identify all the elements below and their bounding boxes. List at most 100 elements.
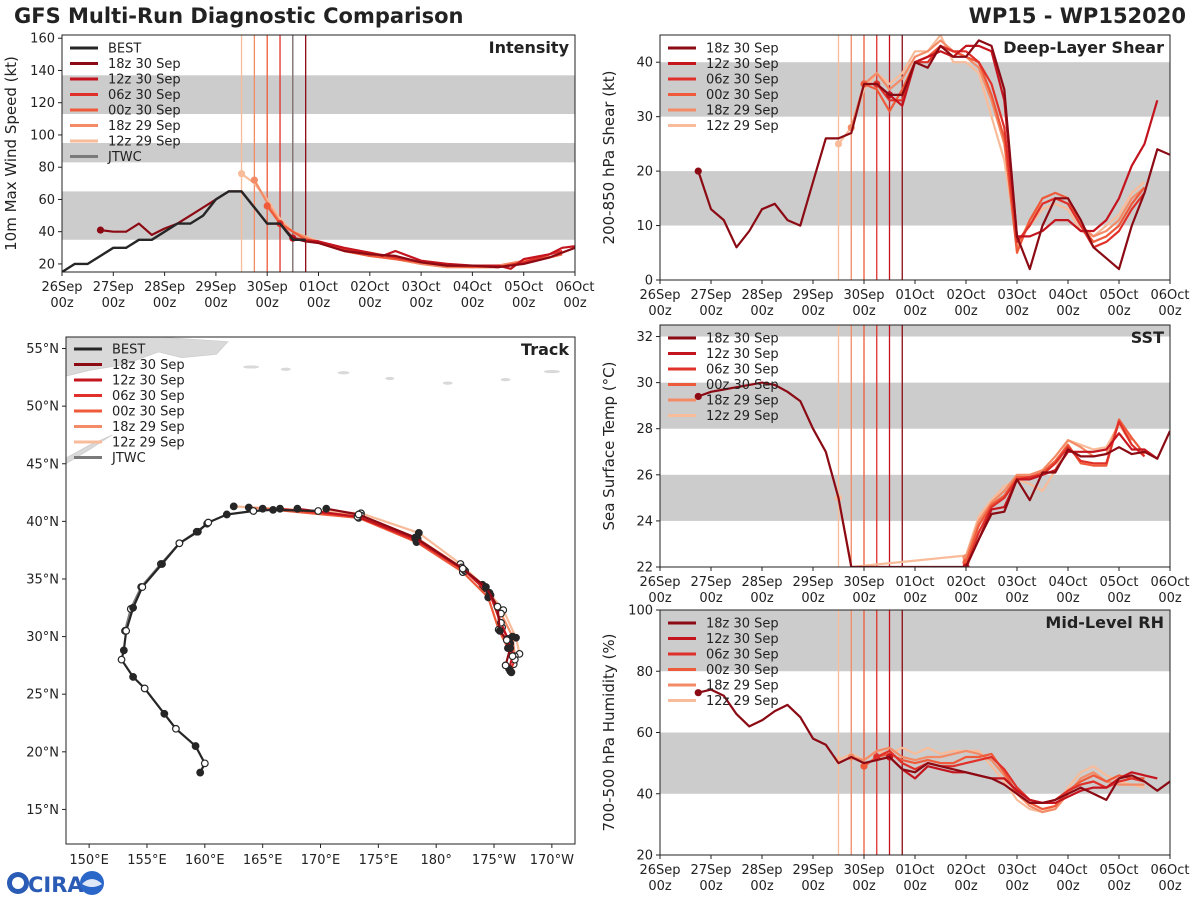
shear-xtick-label: 00z [852, 304, 876, 319]
intensity-ytick-label: 120 [30, 96, 55, 111]
track-point [502, 636, 511, 644]
island [500, 378, 511, 382]
track-point [200, 759, 209, 768]
rh-xtick-label: 00z [699, 879, 723, 894]
track-point [119, 646, 128, 655]
track-point [191, 742, 200, 750]
shear-xtick-label: 04Oct [1048, 288, 1087, 303]
track-point [495, 626, 504, 635]
rh-legend-label: 18z 30 Sep [706, 617, 779, 632]
sst-xtick-label: 00z [1056, 591, 1080, 606]
sst-xtick-label: 00z [699, 591, 723, 606]
sst-ytick-label: 22 [636, 561, 653, 576]
land-mass [66, 434, 113, 465]
shear-xtick-label: 00z [699, 304, 723, 319]
shear-legend-label: 18z 30 Sep [706, 42, 779, 57]
track-point [138, 583, 147, 591]
shear-xtick-label: 29Sep [792, 288, 833, 303]
track-point [508, 652, 517, 661]
track-point [204, 518, 213, 527]
rh-series-line [698, 688, 1170, 805]
sst-legend-label: 18z 29 Sep [706, 394, 779, 409]
sst-xtick-label: 00z [801, 591, 825, 606]
intensity-legend-label: 18z 29 Sep [108, 119, 181, 134]
track-ytick-label: 30°N [26, 630, 59, 645]
rh-ytick-label: 100 [628, 604, 653, 619]
track-point [249, 507, 258, 515]
rh-xtick-label: 00z [1056, 879, 1080, 894]
track-point [117, 655, 126, 664]
sst-xtick-label: 26Sep [639, 575, 680, 590]
intensity-shade-band [62, 75, 575, 114]
track-series-line [248, 506, 516, 657]
sst-shade-band [660, 325, 1170, 337]
track-point [222, 510, 231, 519]
rh-xtick-label: 00z [1158, 879, 1182, 894]
intensity-xtick-label: 00z [204, 296, 228, 311]
sst-xtick-label: 03Oct [997, 575, 1036, 590]
island [442, 381, 453, 385]
rh-ytick-label: 40 [636, 787, 653, 802]
intensity-series-line [292, 237, 575, 270]
track-xtick-label: 180° [421, 853, 452, 868]
shear-legend-label: 12z 30 Sep [706, 57, 779, 72]
shear-legend-label: 06z 30 Sep [706, 73, 779, 88]
track-ytick-label: 25°N [26, 688, 59, 703]
shear-xtick-label: 30Sep [843, 288, 884, 303]
rh-series-line [888, 756, 1158, 805]
track-legend-label: 12z 29 Sep [112, 436, 185, 451]
shear-xtick-label: 00z [1158, 304, 1182, 319]
sst-init-marker [694, 392, 702, 401]
track-point [229, 502, 238, 511]
island [385, 376, 395, 381]
shear-xtick-label: 00z [1056, 304, 1080, 319]
shear-legend-label: 12z 29 Sep [706, 119, 779, 134]
intensity-ytick-label: 40 [38, 225, 55, 240]
intensity-ytick-label: 140 [30, 64, 55, 79]
track-legend-label: JTWC [111, 451, 146, 466]
intensity-legend-label: 18z 30 Sep [108, 57, 181, 72]
track-point [122, 626, 131, 635]
shear-xtick-label: 00z [801, 304, 825, 319]
intensity-ytick-label: 160 [30, 32, 55, 47]
track-point [175, 539, 184, 548]
sst-ytick-label: 26 [636, 468, 653, 483]
track-legend-label: 00z 30 Sep [112, 405, 185, 420]
intensity-xtick-label: 02Oct [350, 280, 389, 295]
intensity-xtick-label: 28Sep [144, 280, 185, 295]
track-series-line [326, 507, 512, 666]
intensity-init-marker [237, 170, 246, 178]
sst-xtick-label: 00z [954, 591, 978, 606]
rh-ytick-label: 80 [636, 665, 653, 680]
intensity-xtick-label: 00z [256, 296, 280, 311]
intensity-xtick-label: 00z [461, 296, 485, 311]
track-point [493, 602, 502, 611]
rh-series-line [851, 746, 1145, 814]
intensity-xtick-label: 03Oct [402, 280, 441, 295]
track-legend-label: 06z 30 Sep [112, 389, 185, 404]
shear-ylabel: 200-850 hPa Shear (kt) [600, 71, 618, 245]
rh-init-marker [860, 762, 868, 770]
shear-xtick-label: 00z [648, 304, 672, 319]
rh-ytick-label: 60 [636, 726, 653, 741]
sst-ytick-label: 32 [636, 330, 653, 345]
sst-xtick-label: 00z [852, 591, 876, 606]
track-legend-label: 18z 30 Sep [112, 358, 185, 373]
intensity-xtick-label: 05Oct [504, 280, 543, 295]
shear-plot-area [660, 35, 1170, 280]
shear-xtick-label: 01Oct [895, 288, 934, 303]
shear-ytick-label: 10 [636, 219, 653, 234]
intensity-xtick-label: 00z [563, 296, 587, 311]
sst-legend-label: 18z 30 Sep [706, 332, 779, 347]
rh-ylabel: 700-500 hPa Humidity (%) [600, 633, 618, 831]
rh-chart: 2040608010026Sep00z27Sep00z28Sep00z29Sep… [600, 604, 1190, 895]
sst-xtick-label: 00z [1158, 591, 1182, 606]
track-ytick-label: 50°N [26, 400, 59, 415]
track-legend-label: BEST [112, 343, 145, 358]
intensity-legend-label: JTWC [107, 150, 142, 165]
intensity-init-marker [96, 226, 105, 234]
intensity-xtick-label: 00z [102, 296, 126, 311]
track-point [140, 684, 149, 693]
track-ytick-label: 35°N [26, 572, 59, 587]
